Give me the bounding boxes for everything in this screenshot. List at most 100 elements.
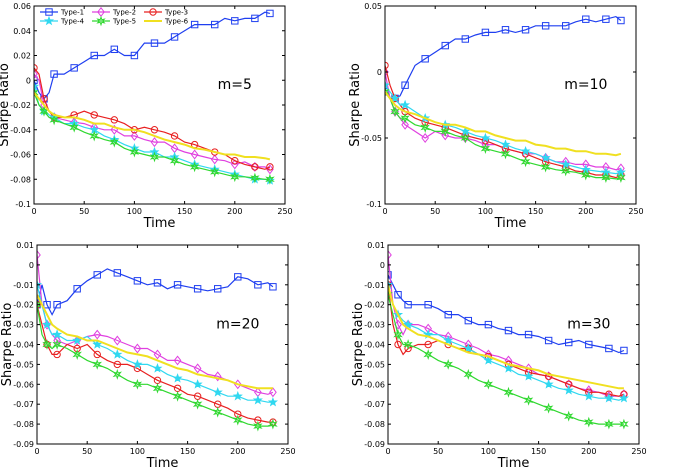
data-point [170, 33, 179, 41]
data-point [583, 390, 594, 401]
y-tick-label: -0.06 [364, 380, 385, 389]
data-point [504, 326, 513, 335]
y-tick-label: -0.05 [364, 360, 385, 369]
series-line-type-5 [34, 92, 270, 180]
data-point [130, 130, 139, 141]
data-point [231, 156, 239, 165]
data-point [93, 350, 101, 359]
axes-frame [36, 244, 289, 445]
legend-marker [45, 8, 53, 16]
data-point [520, 156, 531, 168]
legend-label: Type-3 [164, 9, 188, 17]
y-tick-label: -0.04 [13, 341, 34, 350]
data-point [544, 336, 553, 345]
y-tick-label: -0.01 [13, 281, 34, 290]
data-point [500, 139, 511, 149]
data-point [500, 148, 511, 160]
data-point [172, 373, 183, 383]
data-point [150, 126, 159, 134]
legend-label: Type-4 [60, 18, 85, 26]
series-line-type-3 [388, 284, 625, 397]
x-tick-label: 50 [430, 207, 440, 216]
data-point [585, 340, 593, 349]
panel-1: 0 50 100 150 200 250 -0.1 -0.08 -0.06 -0.04 -0.02 0… [0, 2, 293, 231]
data-point [34, 76, 38, 84]
data-point [192, 398, 203, 410]
data-point [543, 379, 554, 389]
axes-frame [384, 5, 637, 205]
data-point [190, 20, 199, 29]
y-tick-label: 0 [377, 68, 382, 77]
data-point [49, 114, 59, 126]
data-point [540, 152, 551, 163]
data-point [464, 316, 473, 325]
panel-annotation: m=10 [564, 77, 607, 93]
legend-marker [96, 15, 106, 27]
legend-label: Type-1 [60, 9, 84, 17]
data-point [561, 165, 571, 177]
data-point [133, 343, 142, 354]
data-point [37, 301, 41, 309]
data-point [388, 271, 392, 279]
x-tick-label: 0 [34, 447, 39, 456]
data-point [400, 112, 410, 124]
data-point [150, 137, 159, 148]
data-point [231, 17, 239, 25]
data-point [90, 51, 98, 60]
data-point [424, 301, 432, 309]
y-tick-label: -0.04 [364, 341, 385, 350]
y-tick-label: -0.03 [13, 321, 34, 330]
data-point [268, 418, 278, 430]
data-point [503, 386, 514, 398]
data-point [92, 339, 103, 349]
data-point [50, 70, 58, 78]
x-tick-label: 0 [385, 447, 390, 456]
y-tick-label: -0.08 [13, 420, 34, 429]
data-point [212, 386, 223, 397]
data-point [480, 143, 491, 155]
data-point [388, 249, 392, 260]
x-tick-label: 0 [382, 207, 387, 216]
legend: Type-1 Type-2 Type-3 Type-4 Type-5 Type-6 [40, 7, 189, 27]
data-point [424, 340, 432, 349]
data-point [110, 45, 119, 54]
data-point [253, 420, 263, 432]
data-point [93, 329, 102, 340]
data-point [562, 22, 570, 30]
y-axis-label: Sharpe Ratio [348, 63, 363, 147]
series-line-type-6 [388, 284, 624, 390]
data-point [521, 26, 530, 34]
data-point [620, 346, 628, 355]
data-point [70, 117, 78, 128]
data-point [214, 285, 222, 293]
data-point [34, 69, 38, 80]
data-point [385, 61, 389, 70]
y-tick-label: 0 [29, 261, 34, 270]
data-point [269, 283, 277, 291]
data-point [254, 281, 262, 289]
y-tick-label: 0 [26, 76, 31, 85]
x-tick-label: 250 [277, 207, 292, 216]
y-tick-label: 0.04 [13, 27, 31, 36]
data-point [70, 64, 78, 72]
data-point [42, 339, 52, 350]
data-point [252, 394, 263, 405]
data-point [232, 390, 243, 401]
data-point [267, 396, 278, 407]
data-point [581, 169, 591, 181]
data-point [543, 402, 554, 414]
data-point [541, 22, 550, 30]
data-point [440, 126, 451, 137]
y-tick-label: -0.07 [364, 400, 385, 409]
y-axis-label: Sharpe Ratio [0, 303, 15, 387]
data-point [540, 161, 551, 173]
data-point [43, 301, 51, 309]
data-point [69, 121, 79, 133]
data-point [443, 359, 454, 370]
data-point [602, 15, 610, 23]
data-point [109, 136, 119, 148]
y-tick-label: -0.01 [364, 281, 385, 290]
data-point [89, 130, 100, 142]
x-tick-label: 0 [31, 207, 36, 216]
y-tick-label: 0 [380, 261, 385, 270]
